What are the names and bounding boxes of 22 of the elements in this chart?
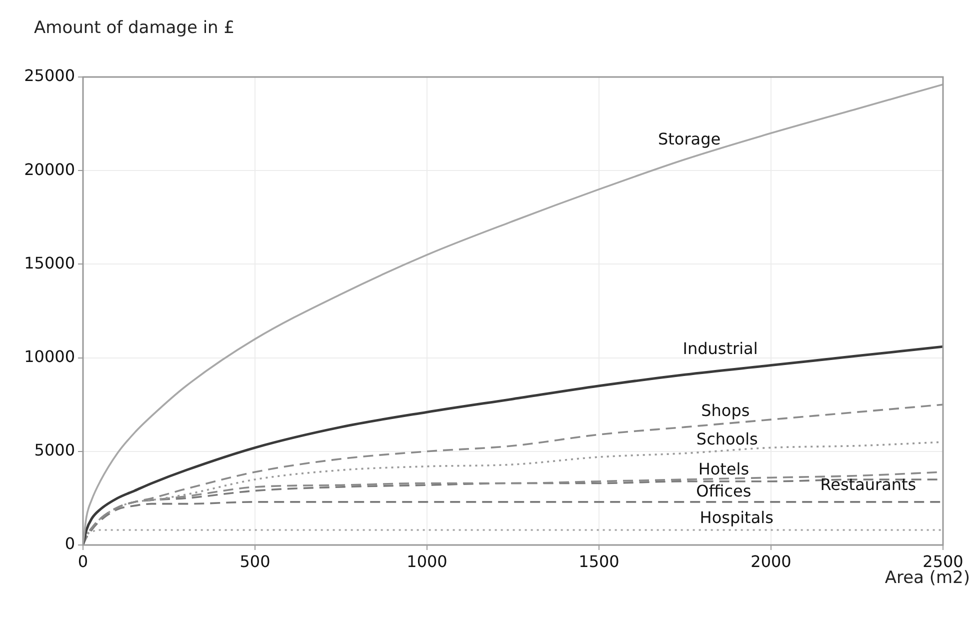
series-label: Storage [658,129,721,148]
series-label: Restaurants [820,475,916,494]
series-label: Schools [696,429,758,448]
x-tick-label: 500 [240,552,270,571]
series-label: Shops [701,401,750,420]
x-tick-label: 1500 [578,552,620,571]
x-tick-label: 1000 [406,552,448,571]
series-label: Hospitals [700,508,774,527]
y-tick-label: 10000 [24,346,75,366]
y-tick-label: 0 [64,534,75,554]
y-tick-label: 20000 [24,160,75,179]
x-tick-label: 2500 [922,552,964,571]
x-tick-label: 2000 [750,552,792,571]
x-tick-label: 0 [78,552,88,571]
series-label: Industrial [682,339,758,358]
y-tick-label: 15000 [24,253,75,272]
y-tick-label: 5000 [34,440,75,460]
x-axis-title: Area (m2) [884,568,970,588]
series-label: Hotels [698,459,750,478]
series-label: Offices [696,481,752,500]
y-tick-label: 25000 [24,66,75,86]
y-axis-title: Amount of damage in £ [34,18,235,38]
